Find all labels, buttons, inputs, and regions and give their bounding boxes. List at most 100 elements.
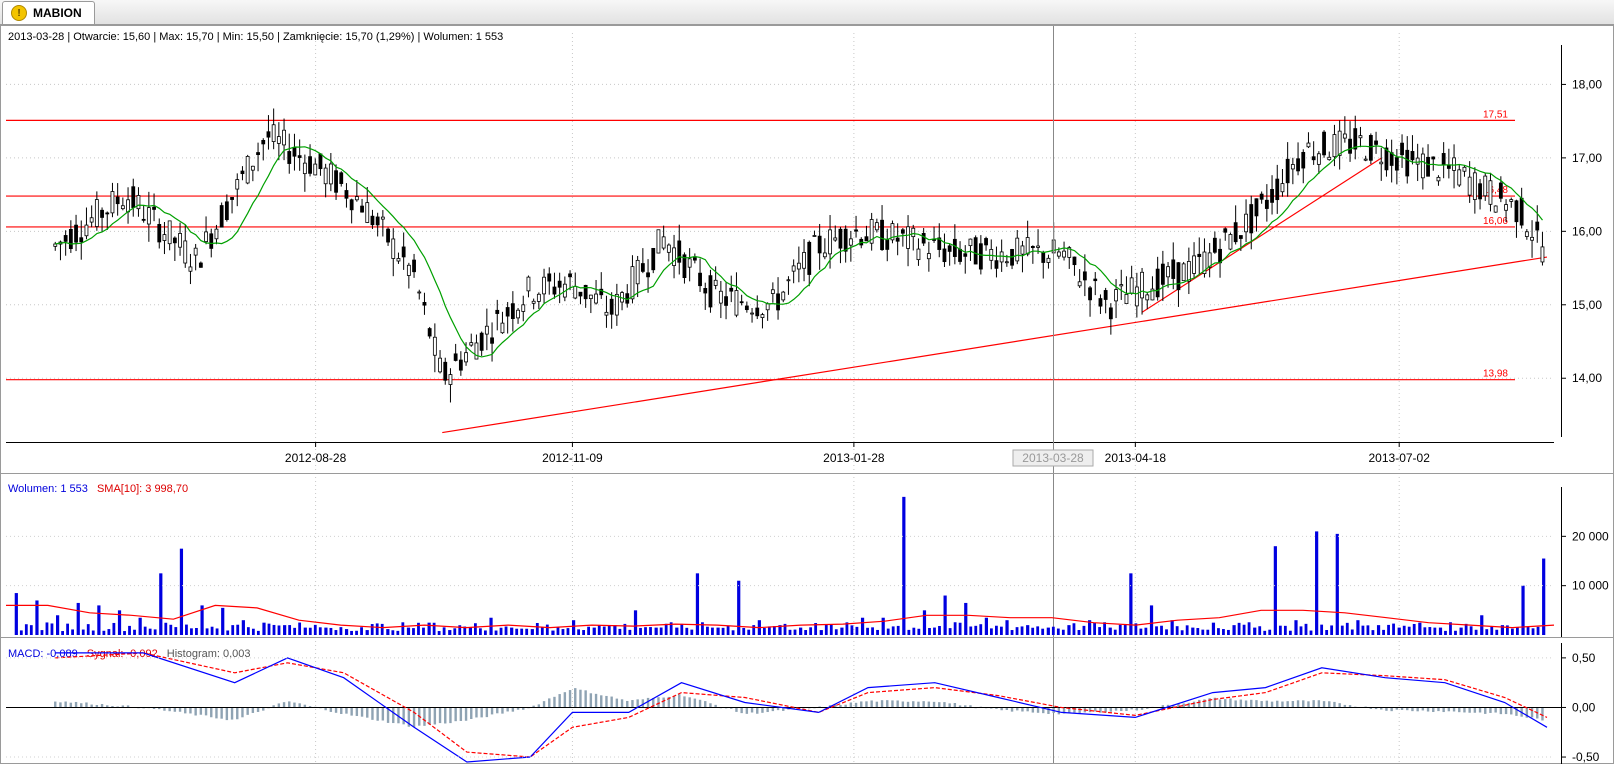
histogram-bar — [220, 707, 223, 719]
volume-bar — [308, 627, 312, 635]
x-tick-label: 2012-11-09 — [542, 451, 603, 465]
histogram-bar — [1312, 700, 1315, 708]
candle-body — [1077, 281, 1082, 287]
histogram-bar — [834, 704, 837, 708]
histogram-bar — [1234, 700, 1237, 708]
tab-label: MABION — [33, 6, 82, 20]
histogram-bar — [688, 697, 691, 708]
candle-body — [687, 258, 692, 268]
level-label: 17,51 — [1483, 109, 1508, 120]
candle-body — [890, 223, 895, 241]
volume-bar — [313, 624, 317, 635]
candle-body — [427, 328, 432, 337]
volume-bar — [1412, 623, 1416, 635]
histogram-bar — [792, 707, 795, 709]
candle-body — [1134, 286, 1139, 307]
volume-bar — [1464, 623, 1468, 635]
histogram-bar — [376, 707, 379, 721]
candle-body — [204, 231, 208, 243]
candle-body — [952, 238, 957, 257]
histogram-bar — [397, 707, 400, 724]
candle-body — [1098, 298, 1103, 307]
candle-body — [1088, 287, 1092, 301]
volume-bar — [1449, 622, 1452, 635]
histogram-bar — [1458, 707, 1461, 713]
candle-body — [926, 253, 931, 260]
candle-body — [578, 291, 583, 297]
histogram-bar — [90, 704, 93, 708]
histogram-bar — [600, 695, 603, 708]
volume-bar — [81, 629, 85, 635]
candle-body — [53, 243, 58, 247]
volume-bar — [814, 622, 818, 635]
volume-bar — [912, 627, 916, 635]
tab-mabion[interactable]: ! MABION — [2, 1, 95, 24]
histogram-bar — [199, 707, 203, 715]
candle-body — [573, 286, 578, 299]
volume-bar — [468, 627, 472, 635]
candle-body — [214, 228, 219, 240]
candle-body — [817, 235, 822, 254]
histogram-bar — [407, 707, 411, 727]
volume-bar — [829, 624, 833, 635]
volume-bar — [597, 625, 601, 635]
candle-body — [1212, 237, 1217, 253]
volume-bar — [778, 625, 782, 635]
histogram-bar — [667, 696, 671, 708]
candle-body — [448, 374, 453, 385]
candle-body — [739, 301, 744, 304]
volume-bar — [174, 627, 178, 635]
histogram-bar — [334, 707, 338, 713]
candle-body — [1519, 197, 1524, 226]
histogram-bar — [1182, 703, 1185, 708]
candle-body — [271, 124, 276, 142]
volume-bar — [639, 627, 642, 635]
histogram-bar — [756, 707, 759, 714]
histogram-bar — [714, 704, 717, 708]
macd-panel: MACD: -0,089 Sygnał: -0,092 Histogram: 0… — [0, 637, 1614, 764]
volume-bar — [850, 625, 854, 635]
volume-bar — [1454, 630, 1457, 635]
volume-bar — [159, 573, 163, 635]
histogram-bar — [1042, 707, 1045, 714]
volume-bar — [618, 628, 622, 635]
volume-bar — [205, 628, 209, 635]
histogram-bar — [849, 702, 853, 708]
volume-bar — [236, 624, 240, 635]
volume-bar — [272, 624, 276, 635]
candle-body — [1181, 263, 1186, 282]
histogram-bar — [1452, 707, 1456, 712]
histogram-bar — [355, 707, 359, 716]
volume-bar — [995, 625, 998, 635]
candle-body — [136, 195, 141, 210]
candle-body — [1197, 253, 1202, 258]
histogram-bar — [875, 701, 879, 708]
histogram-bar — [54, 701, 57, 708]
volume-bar — [1474, 629, 1478, 635]
candle-body — [432, 336, 437, 356]
candle-body — [1140, 271, 1144, 299]
candle-body — [1374, 140, 1378, 145]
volume-bar — [948, 628, 952, 635]
volume-bar — [1072, 623, 1076, 635]
candle-body — [729, 287, 734, 292]
volume-bar — [1521, 585, 1525, 635]
volume-bar — [231, 625, 235, 635]
chart-area[interactable]: 2013-03-28 | Otwarcie: 15,60 | Max: 15,7… — [0, 25, 1614, 764]
histogram-bar — [95, 704, 99, 708]
volume-bar — [288, 625, 292, 635]
crosshair-date-box — [1012, 449, 1094, 467]
candle-body — [63, 235, 68, 242]
histogram-bar — [1026, 707, 1029, 712]
histogram-bar — [1296, 700, 1300, 708]
histogram-bar — [1166, 704, 1170, 708]
histogram-bar — [246, 707, 249, 715]
histogram-bar — [964, 705, 967, 708]
volume-bar — [24, 624, 28, 635]
histogram-bar — [1484, 707, 1487, 714]
volume-bar — [1340, 625, 1344, 635]
volume-bar — [148, 628, 152, 635]
histogram-bar — [210, 707, 213, 718]
histogram-bar — [230, 707, 234, 720]
histogram-bar — [74, 701, 78, 708]
